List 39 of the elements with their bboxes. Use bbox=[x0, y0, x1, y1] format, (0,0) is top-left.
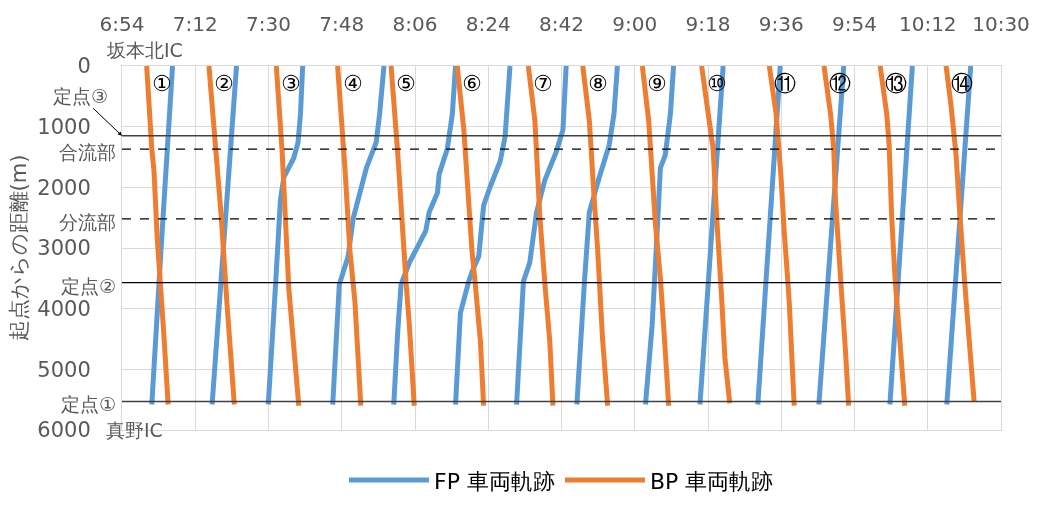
x-tick-label: 8:24 bbox=[465, 12, 511, 36]
x-tick-label: 10:12 bbox=[898, 12, 957, 36]
y-tick-label: 0 bbox=[77, 54, 91, 79]
ref-line-label: 合流部 bbox=[59, 141, 116, 163]
x-tick-label: 8:42 bbox=[539, 12, 584, 36]
legend-label: FP 車両軌跡 bbox=[434, 468, 555, 494]
x-tick-label: 9:36 bbox=[758, 12, 804, 36]
y-tick-label: 5000 bbox=[37, 357, 91, 382]
x-tick-label: 8:06 bbox=[392, 12, 438, 36]
annotation: 真野IC bbox=[106, 419, 163, 441]
ref-line-label: 定点② bbox=[61, 275, 117, 297]
ref-line-label: 定点① bbox=[61, 393, 117, 415]
annotation: ④ bbox=[343, 71, 363, 96]
y-tick-label: 3000 bbox=[37, 236, 91, 261]
y-tick-label: 6000 bbox=[37, 418, 91, 443]
x-tick-label: 9:00 bbox=[612, 12, 658, 36]
annotation: ⑬ bbox=[885, 71, 907, 96]
x-tick-label: 7:12 bbox=[172, 12, 218, 36]
annotation: ⑨ bbox=[647, 71, 667, 96]
text: 坂本北IC bbox=[106, 39, 183, 61]
x-tick-label: 7:30 bbox=[246, 12, 291, 36]
y-tick-label: 4000 bbox=[37, 297, 91, 322]
x-tick-label: 9:18 bbox=[685, 12, 731, 36]
ref-line-label: 定点③ bbox=[53, 85, 109, 107]
annotation: ② bbox=[214, 71, 234, 96]
x-tick-label: 7:48 bbox=[319, 12, 365, 36]
y-axis-title: 起点からの距離(m) bbox=[7, 154, 32, 342]
x-tick-label: 10:30 bbox=[972, 12, 1030, 36]
y-tick-label: 2000 bbox=[37, 175, 91, 200]
x-tick-label: 9:54 bbox=[832, 12, 877, 36]
annotation: ⑤ bbox=[396, 71, 416, 96]
annotation: ③ bbox=[281, 71, 301, 96]
ref-line-label: 分流部 bbox=[59, 211, 116, 233]
annotation: ⑦ bbox=[533, 71, 553, 96]
annotation: ⑧ bbox=[588, 71, 608, 96]
y-tick-label: 1000 bbox=[37, 115, 91, 140]
x-tick-label: 6:54 bbox=[99, 12, 145, 36]
annotation: ⑥ bbox=[462, 71, 482, 96]
legend-label: BP 車両軌跡 bbox=[649, 468, 774, 494]
